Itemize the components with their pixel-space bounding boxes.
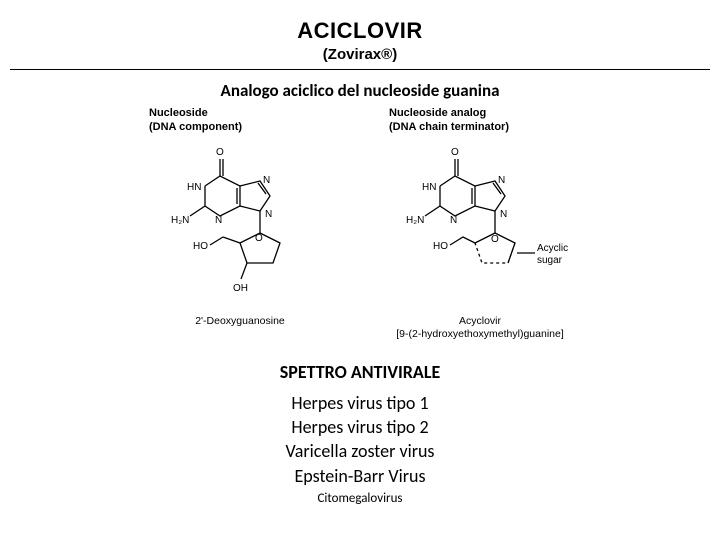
atom-n-r2: N: [500, 209, 507, 220]
subtitle-suffix: ): [392, 46, 397, 63]
atom-hn-r: HN: [422, 182, 436, 193]
right-heading-line1: Nucleoside analog: [389, 107, 486, 119]
atom-oh: OH: [233, 283, 248, 294]
right-caption-1: Acyclovir: [459, 315, 501, 327]
left-heading-line2: (DNA component): [149, 121, 242, 133]
list-item: Herpes virus tipo 2: [0, 415, 720, 439]
atom-n: N: [263, 175, 270, 186]
right-structure-heading: Nucleoside analog (DNA chain terminator): [385, 107, 575, 135]
atom-o: O: [216, 147, 224, 158]
atom-n-r1: N: [498, 175, 505, 186]
atom-n3: N: [215, 215, 222, 226]
left-structure-block: Nucleoside (DNA component): [145, 107, 335, 341]
acyclic-label-1: Acyclic: [537, 243, 568, 254]
slide: ACICLOVIR (Zovirax®) Analogo aciclico de…: [0, 0, 720, 540]
spectrum-heading: SPETTRO ANTIVIRALE: [0, 361, 720, 383]
left-structure-heading: Nucleoside (DNA component): [145, 107, 335, 135]
atom-n-r3: N: [450, 215, 457, 226]
drug-title: ACICLOVIR: [0, 18, 720, 44]
structures-row: Nucleoside (DNA component): [0, 107, 720, 341]
atom-ho-r: HO: [433, 241, 448, 252]
atom-o-r: O: [451, 147, 459, 158]
list-item: Varicella zoster virus: [0, 439, 720, 463]
atom-hn: HN: [187, 182, 201, 193]
spectrum-list: Herpes virus tipo 1 Herpes virus tipo 2 …: [0, 391, 720, 508]
divider: [10, 69, 710, 70]
acyclic-label-2: sugar: [537, 255, 563, 266]
right-structure-block: Nucleoside analog (DNA chain terminator): [385, 107, 575, 341]
brand-subtitle: (Zovirax®): [0, 46, 720, 63]
atom-n2: N: [265, 209, 272, 220]
right-structure-caption: Acyclovir [9-(2-hydroxyethoxymethyl)guan…: [385, 315, 575, 341]
registered-mark: ®: [381, 46, 392, 63]
list-item: Epstein-Barr Virus: [0, 464, 720, 488]
right-heading-line2: (DNA chain terminator): [389, 121, 509, 133]
left-structure-caption: 2'-Deoxyguanosine: [145, 315, 335, 328]
subtitle-prefix: (Zovirax: [323, 46, 381, 63]
list-item: Herpes virus tipo 1: [0, 391, 720, 415]
atom-o-chain: O: [491, 234, 499, 245]
acyclovir-structure: O HN N N N H₂N O HO Acyclic sugar: [385, 141, 575, 311]
left-heading-line1: Nucleoside: [149, 107, 208, 119]
description: Analogo aciclico del nucleoside guanina: [0, 80, 720, 101]
atom-ho: HO: [193, 241, 208, 252]
deoxyguanosine-structure: O HN N N N H₂N O HO OH: [145, 141, 335, 311]
right-caption-2: [9-(2-hydroxyethoxymethyl)guanine]: [396, 328, 564, 340]
list-item-small: Citomegalovirus: [0, 490, 720, 508]
atom-h2n-r: H₂N: [406, 215, 424, 226]
atom-h2n: H₂N: [171, 215, 189, 226]
atom-o-ring: O: [255, 233, 263, 244]
